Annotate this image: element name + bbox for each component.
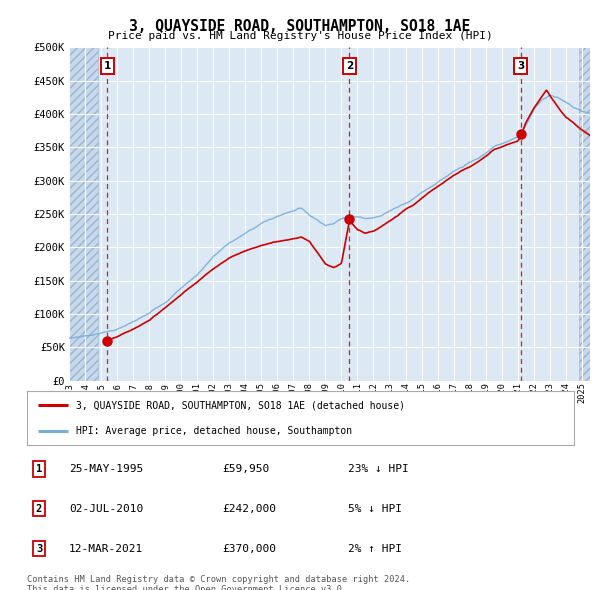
Text: 23% ↓ HPI: 23% ↓ HPI [348,464,409,474]
Bar [69,47,98,381]
Text: 5% ↓ HPI: 5% ↓ HPI [348,504,402,513]
Text: £59,950: £59,950 [222,464,269,474]
Text: 1: 1 [36,464,42,474]
Text: 2: 2 [36,504,42,513]
Bar [579,47,590,381]
Text: 25-MAY-1995: 25-MAY-1995 [69,464,143,474]
Text: Price paid vs. HM Land Registry's House Price Index (HPI): Price paid vs. HM Land Registry's House … [107,31,493,41]
Text: HPI: Average price, detached house, Southampton: HPI: Average price, detached house, Sout… [76,425,352,435]
Text: 02-JUL-2010: 02-JUL-2010 [69,504,143,513]
Text: 3, QUAYSIDE ROAD, SOUTHAMPTON, SO18 1AE: 3, QUAYSIDE ROAD, SOUTHAMPTON, SO18 1AE [130,19,470,34]
Text: 2% ↑ HPI: 2% ↑ HPI [348,544,402,553]
Text: Contains HM Land Registry data © Crown copyright and database right 2024.
This d: Contains HM Land Registry data © Crown c… [27,575,410,590]
Text: 3: 3 [517,61,524,71]
Text: 3, QUAYSIDE ROAD, SOUTHAMPTON, SO18 1AE (detached house): 3, QUAYSIDE ROAD, SOUTHAMPTON, SO18 1AE … [76,401,405,411]
Text: 1: 1 [104,61,111,71]
Text: £370,000: £370,000 [222,544,276,553]
Text: 3: 3 [36,544,42,553]
Text: 2: 2 [346,61,353,71]
Text: £242,000: £242,000 [222,504,276,513]
Text: 12-MAR-2021: 12-MAR-2021 [69,544,143,553]
